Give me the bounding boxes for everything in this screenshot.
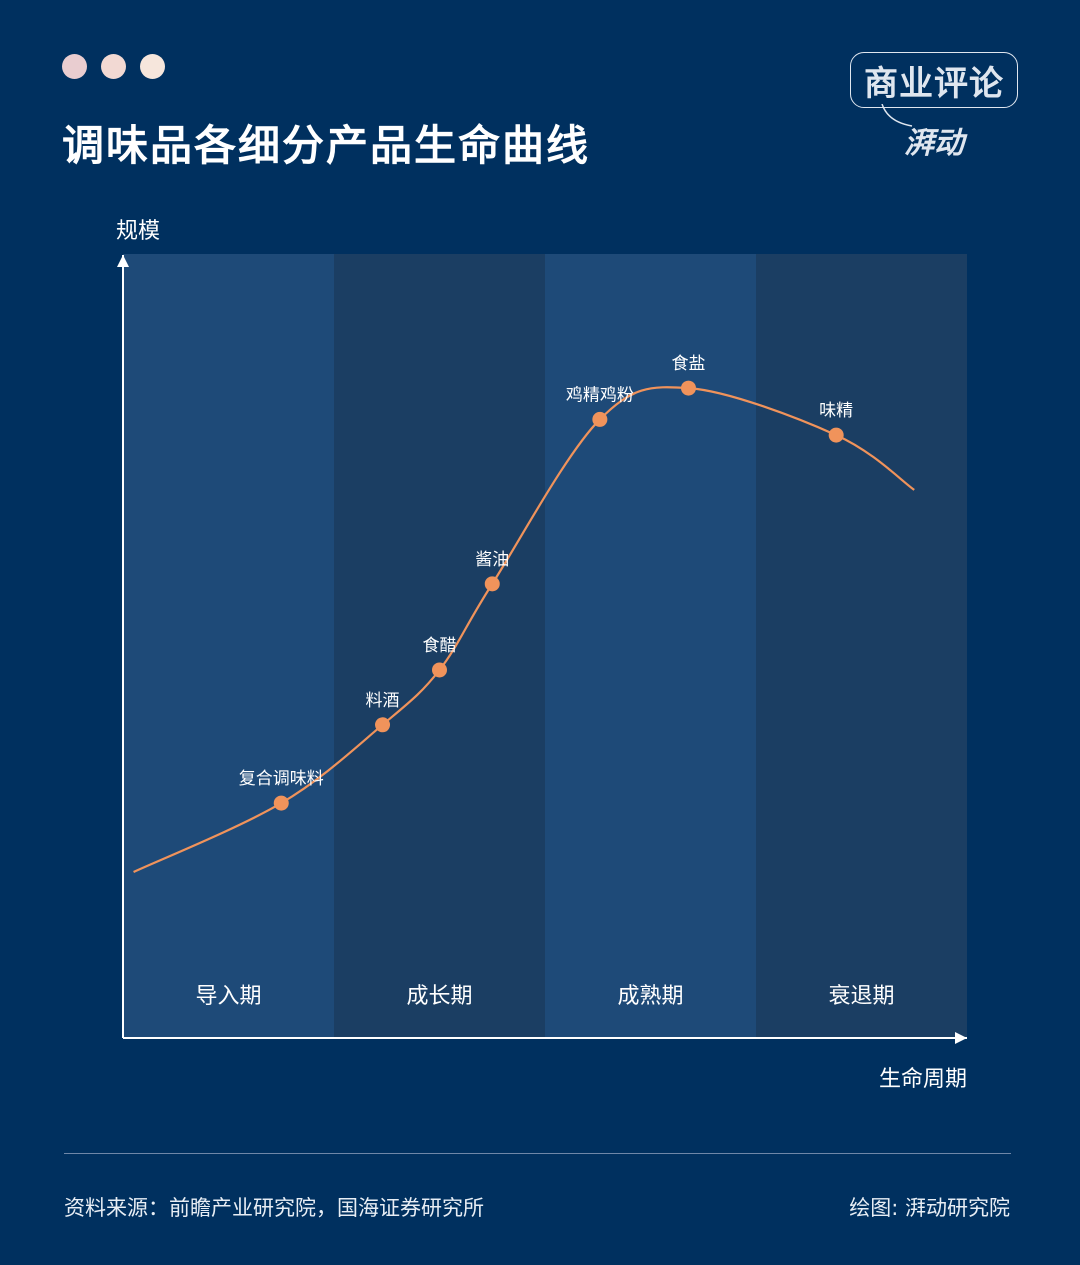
stage-band [123,254,334,1037]
dot-1 [62,54,87,79]
credit-note: 绘图: 湃动研究院 [849,1196,1010,1220]
data-point-label: 鸡精鸡粉 [566,385,634,405]
lifecycle-curve [133,386,915,874]
data-point-label: 食醋 [423,636,457,656]
data-point-label: 味精 [819,401,853,421]
dot-3 [140,54,165,79]
stage-label: 成长期 [406,984,472,1009]
brand-logo: 商业评论 [850,52,1018,108]
page-title: 调味品各细分产品生命曲线 [62,121,591,170]
y-axis-arrow-icon [117,255,129,267]
data-point-label: 酱油 [475,550,509,570]
footer-divider [64,1153,1011,1154]
stage-label: 导入期 [195,984,261,1009]
data-point [375,717,391,733]
stage-band [334,254,545,1037]
brand-logo-text: 商业评论 [864,63,1004,104]
data-point-label: 复合调味料 [239,769,324,789]
data-point [828,427,844,443]
stage-label: 成熟期 [617,984,683,1009]
data-point-label: 料酒 [366,691,400,711]
stage-label: 衰退期 [828,984,894,1009]
logo-speech-tail-icon [881,104,913,127]
brand-sub: 湃动 [904,126,964,161]
source-note: 资料来源：前瞻产业研究院，国海证券研究所 [64,1196,484,1220]
data-point [273,795,289,811]
data-point-label: 食盐 [671,354,705,374]
x-axis-label: 生命周期 [879,1067,967,1092]
x-axis-arrow-icon [955,1032,967,1044]
stage-band [545,254,756,1037]
data-point [680,380,696,396]
stage-band [756,254,967,1037]
data-point [432,662,447,678]
y-axis-label: 规模 [116,219,160,244]
data-point [592,411,608,427]
data-point [484,576,500,592]
window-dots [62,54,165,79]
dot-2 [101,54,126,79]
